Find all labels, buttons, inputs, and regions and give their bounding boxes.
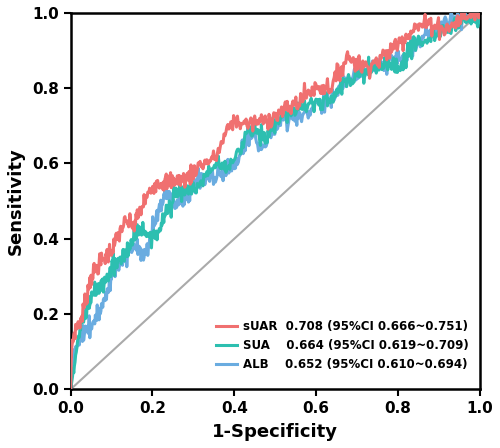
- X-axis label: 1-Specificity: 1-Specificity: [212, 423, 338, 441]
- Y-axis label: Sensitivity: Sensitivity: [7, 147, 25, 255]
- Legend: sUAR  0.708 (95%CI 0.666~0.751), SUA    0.664 (95%CI 0.619~0.709), ALB    0.652 : sUAR 0.708 (95%CI 0.666~0.751), SUA 0.66…: [212, 316, 474, 376]
